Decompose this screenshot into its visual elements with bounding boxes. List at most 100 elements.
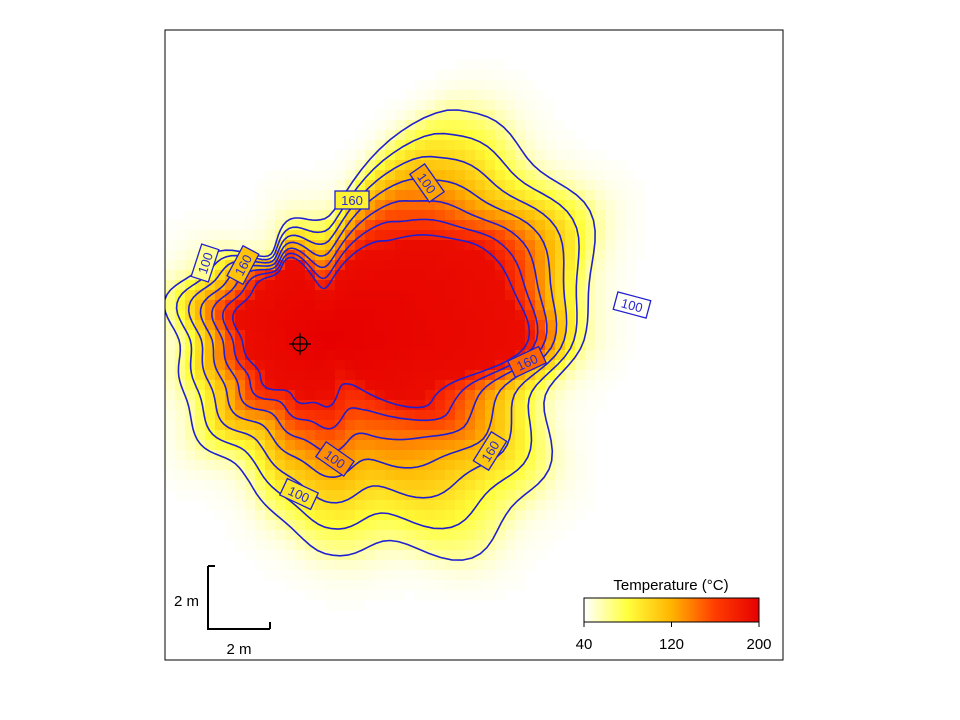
heatmap-cell xyxy=(265,190,276,201)
heatmap-cell xyxy=(345,360,356,371)
heatmap-cell xyxy=(495,60,506,71)
heatmap-cell xyxy=(255,210,266,221)
heatmap-cell xyxy=(465,550,476,561)
heatmap-cell xyxy=(205,500,216,511)
heatmap-cell xyxy=(435,510,446,521)
heatmap-cell xyxy=(455,340,466,351)
heatmap-cell xyxy=(365,240,376,251)
heatmap-cell xyxy=(235,240,246,251)
heatmap-cell xyxy=(525,490,536,501)
heatmap-cell xyxy=(405,180,416,191)
heatmap-cell xyxy=(235,500,246,511)
heatmap-cell xyxy=(305,280,316,291)
heatmap-cell xyxy=(465,150,476,161)
heatmap-cell xyxy=(335,340,346,351)
heatmap-cell xyxy=(475,500,486,511)
heatmap-cell xyxy=(465,320,476,331)
heatmap-cell xyxy=(165,340,176,351)
heatmap-cell xyxy=(425,500,436,511)
heatmap-cell xyxy=(315,280,326,291)
heatmap-cell xyxy=(195,240,206,251)
heatmap-cell xyxy=(285,420,296,431)
heatmap-cell xyxy=(435,290,446,301)
heatmap-cell xyxy=(505,330,516,341)
heatmap-cell xyxy=(585,490,596,501)
heatmap-cell xyxy=(615,340,626,351)
heatmap-cell xyxy=(185,230,196,241)
heatmap-cell xyxy=(365,380,376,391)
heatmap-cell xyxy=(585,150,596,161)
heatmap-cell xyxy=(415,570,426,581)
heatmap-cell xyxy=(255,240,266,251)
heatmap-cell xyxy=(285,540,296,551)
heatmap-cell xyxy=(555,490,566,501)
heatmap-cell xyxy=(315,460,326,471)
heatmap-cell xyxy=(475,310,486,321)
heatmap-cell xyxy=(585,420,596,431)
heatmap-cell xyxy=(415,140,426,151)
heatmap-cell xyxy=(555,400,566,411)
heatmap-cell xyxy=(455,320,466,331)
heatmap-cell xyxy=(265,450,276,461)
heatmap-cell xyxy=(255,290,266,301)
heatmap-cell xyxy=(255,530,266,541)
heatmap-cell xyxy=(465,350,476,361)
heatmap-cell xyxy=(355,350,366,361)
heatmap-cell xyxy=(415,370,426,381)
heatmap-cell xyxy=(165,430,176,441)
heatmap-cell xyxy=(465,210,476,221)
heatmap-cell xyxy=(305,510,316,521)
heatmap-cell xyxy=(365,180,376,191)
heatmap-cell xyxy=(285,300,296,311)
heatmap-cell xyxy=(445,80,456,91)
heatmap-cell xyxy=(255,490,266,501)
heatmap-cell xyxy=(345,510,356,521)
heatmap-cell xyxy=(535,430,546,441)
heatmap-cell xyxy=(575,230,586,241)
heatmap-cell xyxy=(345,320,356,331)
heatmap-cell xyxy=(425,550,436,561)
heatmap-cell xyxy=(275,340,286,351)
heatmap-cell xyxy=(585,340,596,351)
heatmap-cell xyxy=(475,240,486,251)
heatmap-cell xyxy=(525,510,536,521)
heatmap-cell xyxy=(165,450,176,461)
heatmap-cell xyxy=(395,350,406,361)
heatmap-cell xyxy=(515,280,526,291)
heatmap-cell xyxy=(215,470,226,481)
heatmap-cell xyxy=(245,210,256,221)
heatmap-cell xyxy=(425,100,436,111)
heatmap-cell xyxy=(345,350,356,361)
heatmap-cell xyxy=(385,160,396,171)
heatmap-cell xyxy=(385,300,396,311)
plot-frame xyxy=(164,29,784,661)
heatmap-cell xyxy=(205,450,216,461)
heatmap-cell xyxy=(325,220,336,231)
heatmap-cell xyxy=(365,320,376,331)
heatmap-cell xyxy=(365,360,376,371)
heatmap-cell xyxy=(215,280,226,291)
heatmap-cell xyxy=(575,360,586,371)
heatmap-cell xyxy=(405,150,416,161)
heatmap-cell xyxy=(275,500,286,511)
heatmap-cell xyxy=(585,380,596,391)
heatmap-cell xyxy=(325,320,336,331)
heatmap-cell xyxy=(265,490,276,501)
heatmap-cell xyxy=(245,550,256,561)
heatmap-cell xyxy=(375,400,386,411)
heatmap-cell xyxy=(475,580,486,591)
heatmap-cell xyxy=(275,300,286,311)
heatmap-cell xyxy=(525,210,536,221)
heatmap-cell xyxy=(415,210,426,221)
heatmap-cell xyxy=(325,490,336,501)
heatmap-cell xyxy=(405,500,416,511)
heatmap-cell xyxy=(455,160,466,171)
heatmap-cell xyxy=(565,190,576,201)
heatmap-cell xyxy=(535,480,546,491)
heatmap-cell xyxy=(375,310,386,321)
heatmap-cell xyxy=(395,210,406,221)
heatmap-cell xyxy=(455,100,466,111)
heatmap-cell xyxy=(475,180,486,191)
heatmap-cell xyxy=(405,250,416,261)
heatmap-cell xyxy=(625,350,636,361)
